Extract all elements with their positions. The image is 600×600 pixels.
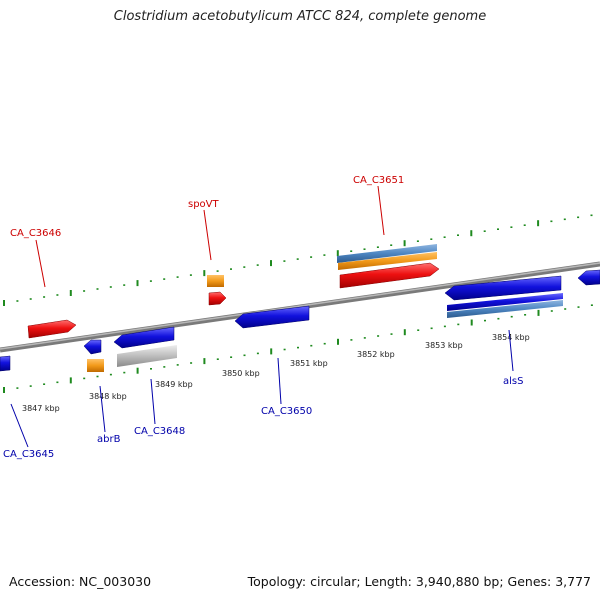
tick-label: 3851 kbp [290,359,328,368]
label-alss: alsS [503,376,523,387]
label-ca-c3651: CA_C3651 [353,175,404,186]
reverse-scale-track [3,304,593,393]
tick-label: 3850 kbp [222,369,260,378]
label-leader-lines [10,185,514,448]
label-ca-c3650: CA_C3650 [261,406,312,417]
feature-ca-c3648-gray[interactable] [117,345,177,367]
label-spovt: spoVT [188,199,220,210]
gene-labels: CA_C3646 spoVT CA_C3651 CA_C3645 abrB CA… [3,175,523,460]
tick-label: 3853 kbp [425,341,463,350]
tick-label: 3852 kbp [357,350,395,359]
accession-text: Accession: NC_003030 [9,574,152,589]
gene-ca-c3650[interactable] [234,305,310,329]
tick-label: 3848 kbp [89,392,127,401]
label-ca-c3646: CA_C3646 [10,228,61,239]
gene-spovt[interactable] [208,291,227,306]
feature-ca-c3651-orange[interactable] [338,252,437,270]
gene-right-edge[interactable] [577,269,600,286]
forward-features [27,244,440,339]
forward-scale-track [3,214,593,306]
tick-label: 3854 kbp [492,333,530,342]
feature-alss-steelblue[interactable] [447,300,563,318]
reverse-features [0,269,600,372]
label-ca-c3645: CA_C3645 [3,449,54,460]
tick-label: 3847 kbp [22,404,60,413]
feature-abrb-orange[interactable] [87,359,104,372]
gene-ca-c3651[interactable] [339,262,440,289]
feature-spovt-orange[interactable] [207,275,224,287]
gene-ca-c3648[interactable] [113,326,175,349]
feature-ca-c3651-steelblue[interactable] [337,244,437,263]
label-ca-c3648: CA_C3648 [134,426,185,437]
feature-alss-blue[interactable] [447,293,563,311]
gene-ca-c3646[interactable] [27,319,77,339]
tick-labels: 3847 kbp 3848 kbp 3849 kbp 3850 kbp 3851… [22,333,530,413]
genome-title: Clostridium acetobutylicum ATCC 824, com… [113,9,487,24]
gene-abrb[interactable] [83,339,102,355]
gene-alss[interactable] [444,275,562,301]
tick-label: 3849 kbp [155,380,193,389]
topology-text: Topology: circular; Length: 3,940,880 bp… [247,574,591,589]
label-abrb: abrB [97,434,121,445]
gene-ca-c3645[interactable] [0,355,11,372]
